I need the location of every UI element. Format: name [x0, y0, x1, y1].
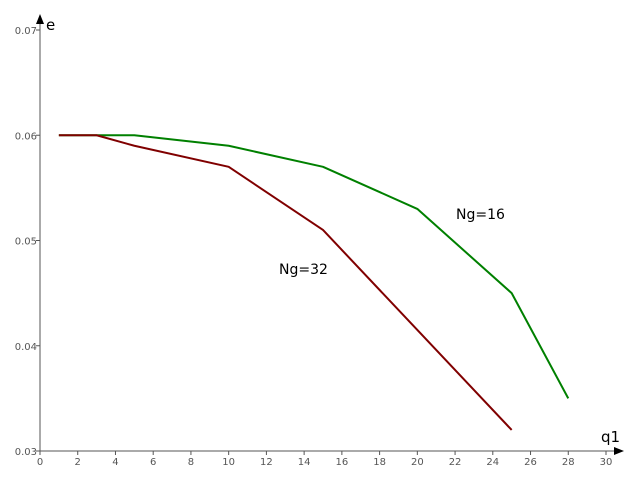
- x-tick-label: 28: [562, 457, 575, 468]
- y-tick-label: 0.05: [15, 237, 37, 248]
- x-tick-label: 26: [524, 457, 537, 468]
- x-axis-arrow: [614, 447, 624, 455]
- x-tick-label: 6: [150, 457, 156, 468]
- x-tick-label: 20: [411, 457, 424, 468]
- x-axis-title: q1: [601, 428, 620, 446]
- x-tick-label: 12: [260, 457, 273, 468]
- series-line-ng32: [58, 134, 513, 431]
- x-tick-label: 10: [222, 457, 235, 468]
- series-label-ng16: Ng=16: [456, 207, 505, 223]
- axes: [36, 14, 624, 455]
- series-line-ng16: [58, 134, 570, 399]
- y-tick-label: 0.03: [15, 447, 37, 458]
- ticks: 0 2 4 6 8 10 12 14 16 18 20 22 24 26 28 300.030.040.050…: [15, 26, 613, 468]
- x-tick-label: 0: [37, 457, 43, 468]
- x-tick-label: 4: [112, 457, 118, 468]
- x-tick-label: 16: [335, 457, 348, 468]
- y-tick-label: 0.07: [15, 26, 37, 37]
- y-tick-label: 0.06: [15, 131, 37, 142]
- x-tick-label: 8: [188, 457, 194, 468]
- y-axis-title: e: [46, 16, 55, 34]
- x-tick-label: 14: [298, 457, 311, 468]
- x-tick-label: 18: [373, 457, 386, 468]
- x-tick-label: 22: [449, 457, 462, 468]
- x-tick-label: 24: [486, 457, 499, 468]
- series-label-ng32: Ng=32: [279, 262, 328, 278]
- y-axis-arrow: [36, 14, 44, 24]
- y-tick-label: 0.04: [15, 342, 37, 353]
- x-tick-label: 30: [600, 457, 613, 468]
- series-lines: [58, 134, 570, 431]
- x-tick-label: 2: [75, 457, 81, 468]
